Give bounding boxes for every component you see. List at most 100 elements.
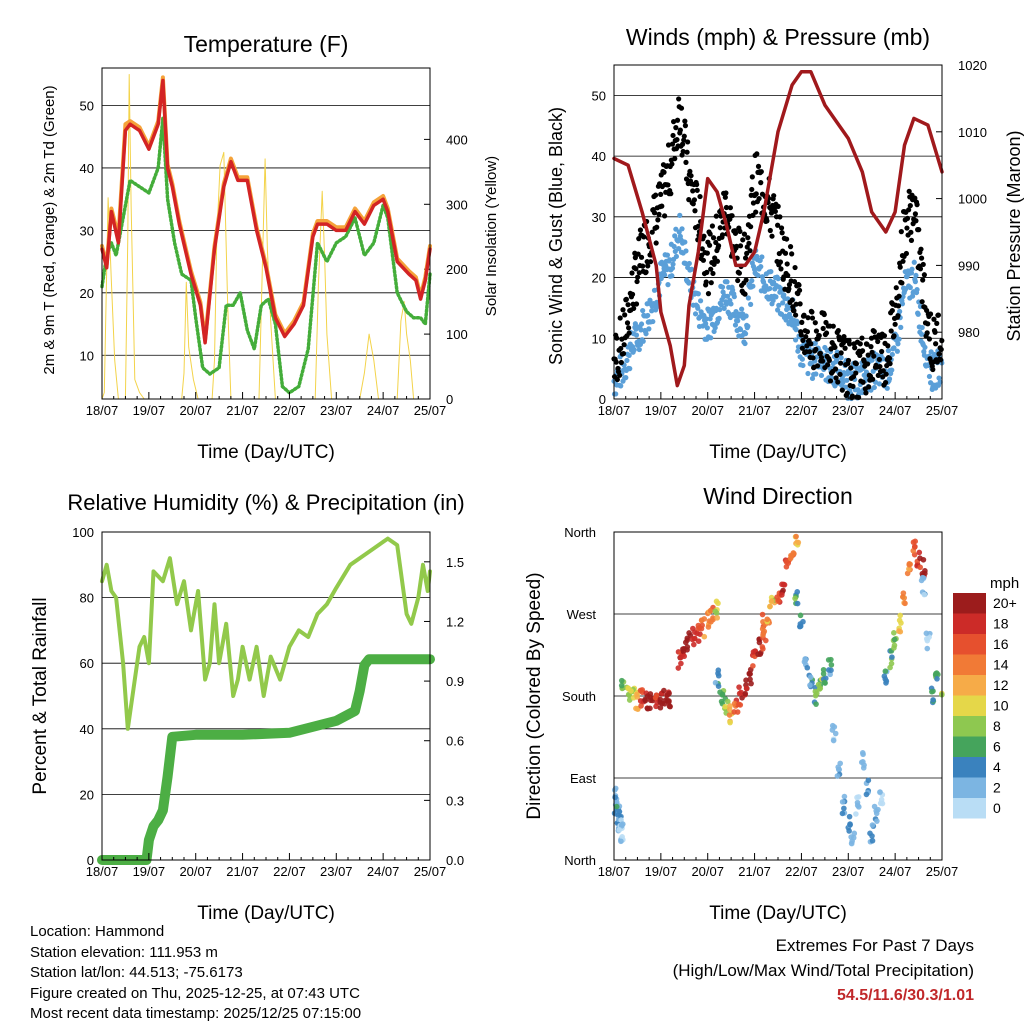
direction-point bbox=[897, 612, 904, 619]
wind-point bbox=[627, 366, 633, 372]
gust-point bbox=[638, 254, 645, 260]
gust-point bbox=[750, 200, 757, 206]
direction-point bbox=[889, 654, 895, 660]
gust-point bbox=[621, 342, 627, 348]
y-tick-label: 80 bbox=[80, 591, 94, 606]
gust-point bbox=[683, 159, 689, 166]
y2-tick-label: 990 bbox=[958, 258, 980, 273]
direction-point bbox=[722, 703, 729, 710]
direction-point bbox=[680, 646, 686, 652]
wind-point bbox=[640, 338, 646, 344]
gust-point bbox=[810, 355, 816, 361]
wind-point bbox=[737, 326, 744, 333]
gust-point bbox=[864, 361, 871, 367]
wind-point bbox=[909, 266, 915, 272]
gust-point bbox=[912, 211, 918, 217]
gust-point bbox=[839, 387, 845, 393]
gust-point bbox=[643, 269, 649, 275]
gust-point bbox=[812, 320, 818, 326]
gust-point bbox=[772, 208, 778, 215]
wind-point bbox=[896, 336, 902, 342]
gust-point bbox=[723, 190, 729, 196]
gust-point bbox=[912, 195, 918, 201]
direction-title: Wind Direction bbox=[703, 483, 853, 509]
direction-point bbox=[911, 544, 918, 550]
gust-point bbox=[805, 315, 811, 321]
gust-point bbox=[870, 376, 876, 382]
gust-point bbox=[852, 345, 858, 351]
gust-point bbox=[853, 370, 859, 376]
y-tick-label: South bbox=[562, 689, 596, 704]
gust-point bbox=[893, 285, 899, 291]
direction-point bbox=[807, 682, 813, 688]
wind-point bbox=[876, 381, 882, 387]
gust-point bbox=[799, 345, 805, 351]
y-tick-label: 10 bbox=[80, 348, 94, 363]
direction-point bbox=[825, 657, 832, 663]
gust-point bbox=[933, 341, 939, 347]
y-tick-label: 0 bbox=[599, 392, 606, 407]
gust-point bbox=[672, 156, 678, 162]
direction-point bbox=[699, 622, 705, 629]
gust-point bbox=[908, 229, 914, 235]
temperature-panel: Temperature (F) Time (Day/UTC) 2m & 9m T… bbox=[41, 31, 500, 463]
gust-point bbox=[834, 352, 840, 359]
x-tick-label: 19/07 bbox=[133, 403, 166, 418]
gust-point bbox=[668, 191, 674, 197]
direction-point bbox=[652, 695, 659, 701]
y2-tick-label: 1.2 bbox=[446, 614, 464, 629]
gust-point bbox=[876, 356, 882, 363]
gust-point bbox=[857, 341, 863, 347]
gust-point bbox=[651, 210, 658, 216]
direction-point bbox=[846, 813, 853, 820]
gust-point bbox=[679, 141, 686, 147]
direction-point bbox=[821, 679, 828, 686]
gust-point bbox=[859, 335, 865, 341]
x-tick-label: 21/07 bbox=[738, 403, 771, 418]
plot-border bbox=[101, 67, 431, 400]
gust-point bbox=[798, 332, 804, 338]
legend-label: 12 bbox=[993, 677, 1009, 693]
direction-point bbox=[922, 568, 928, 574]
gust-point bbox=[842, 345, 848, 351]
legend-label: 4 bbox=[993, 759, 1001, 775]
direction-point bbox=[797, 623, 804, 630]
wind-point bbox=[664, 252, 671, 258]
direction-point bbox=[902, 600, 908, 607]
gust-point bbox=[746, 240, 752, 246]
figure-created: Figure created on Thu, 2025-12-25, at 07… bbox=[30, 984, 360, 1002]
t2m-line bbox=[100, 78, 432, 345]
gust-point bbox=[844, 390, 850, 396]
gust-point bbox=[904, 215, 911, 222]
x-tick-label: 21/07 bbox=[226, 864, 259, 879]
gust-point bbox=[791, 278, 798, 285]
direction-point bbox=[653, 703, 659, 710]
direction-point bbox=[750, 663, 756, 669]
gust-point bbox=[629, 291, 636, 297]
direction-point bbox=[896, 628, 902, 634]
gust-point bbox=[722, 194, 728, 200]
wind-point bbox=[914, 286, 920, 293]
gust-point bbox=[690, 201, 696, 207]
wind-point bbox=[697, 298, 704, 304]
wind-point bbox=[665, 282, 671, 288]
legend-swatch bbox=[953, 593, 986, 614]
direction-point bbox=[793, 533, 799, 540]
direction-point bbox=[907, 561, 913, 568]
wind-point bbox=[732, 322, 739, 328]
direction-point bbox=[787, 555, 794, 562]
wind-point bbox=[669, 265, 676, 271]
gust-point bbox=[919, 299, 925, 305]
gust-point bbox=[614, 335, 620, 341]
y-tick-label: 20 bbox=[80, 787, 94, 802]
gust-point bbox=[701, 233, 707, 239]
direction-point bbox=[612, 794, 618, 801]
wind-point bbox=[818, 372, 825, 379]
gust-points bbox=[611, 96, 945, 401]
gust-point bbox=[920, 261, 926, 268]
direction-point bbox=[647, 705, 653, 712]
direction-point bbox=[924, 645, 931, 652]
wind-point bbox=[683, 248, 689, 254]
wind-point bbox=[776, 302, 782, 308]
direction-point bbox=[613, 803, 620, 810]
